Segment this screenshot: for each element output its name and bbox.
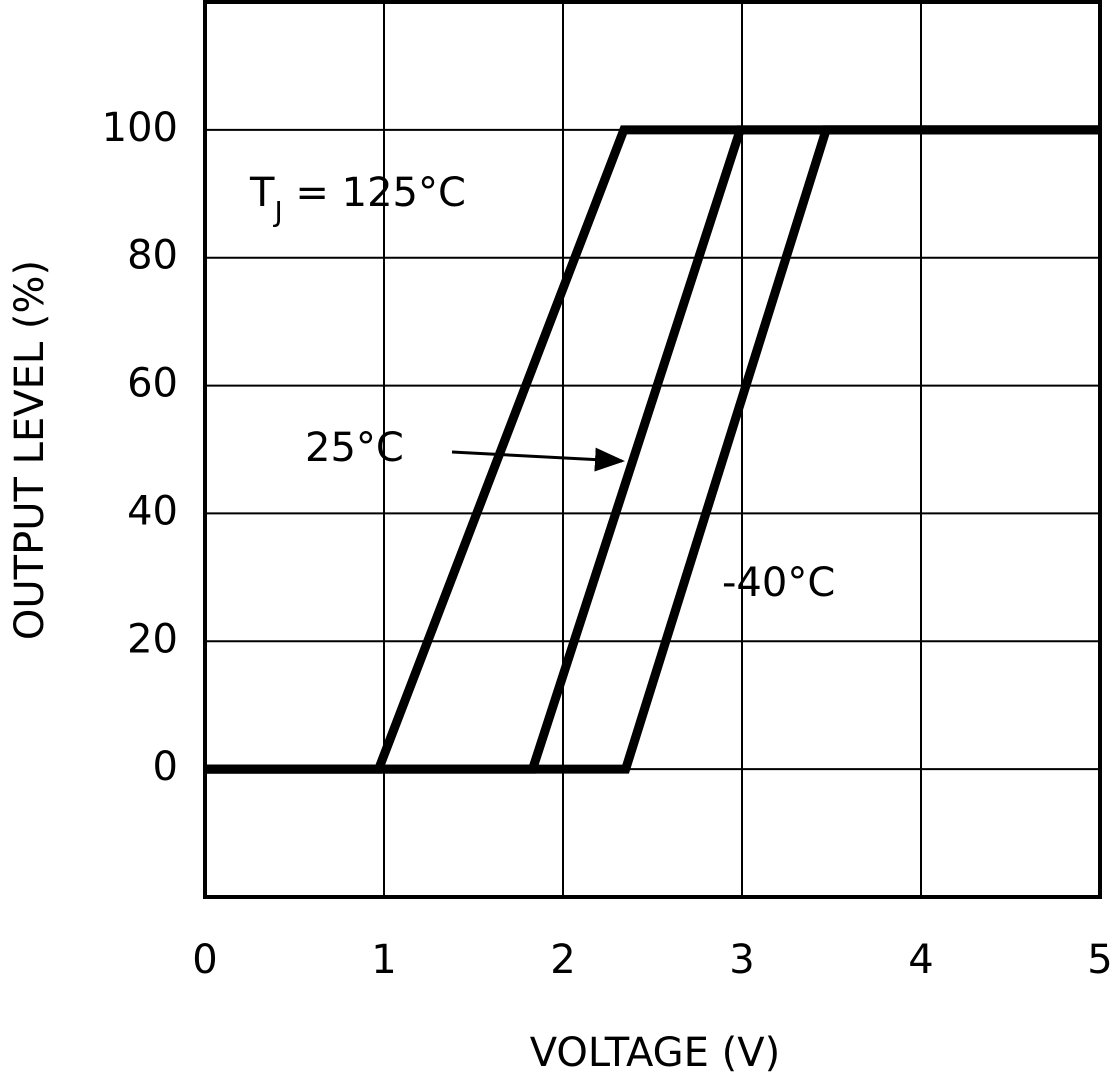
x-tick-label: 2 (550, 937, 575, 983)
annotation-text: T (249, 170, 275, 216)
series-label: 125°C (342, 170, 466, 216)
x-tick-label: 4 (908, 937, 933, 983)
annotation-subscript: J (272, 195, 282, 228)
x-tick-label: 5 (1087, 937, 1112, 983)
y-tick-label: 60 (127, 361, 178, 407)
x-tick-label: 0 (192, 937, 217, 983)
x-tick-label: 1 (371, 937, 396, 983)
series-label: TJ = 125°C (249, 170, 466, 228)
y-tick-label: 0 (153, 744, 178, 790)
y-tick-label: 100 (102, 105, 178, 151)
series-line (205, 125, 1100, 774)
y-tick-label: 40 (127, 488, 178, 534)
x-tick-label: 3 (729, 937, 754, 983)
y-axis-label: OUTPUT LEVEL (%) (7, 260, 53, 640)
series-label: 25°C (305, 425, 404, 471)
y-tick-label: 20 (127, 616, 178, 662)
annotation-arrow (451, 447, 625, 472)
y-tick-label: 80 (127, 233, 178, 279)
series-label: -40°C (722, 560, 835, 606)
x-axis-label: VOLTAGE (V) (530, 1030, 780, 1076)
plot-border (203, 0, 1102, 899)
annotation-text: = (283, 170, 342, 216)
